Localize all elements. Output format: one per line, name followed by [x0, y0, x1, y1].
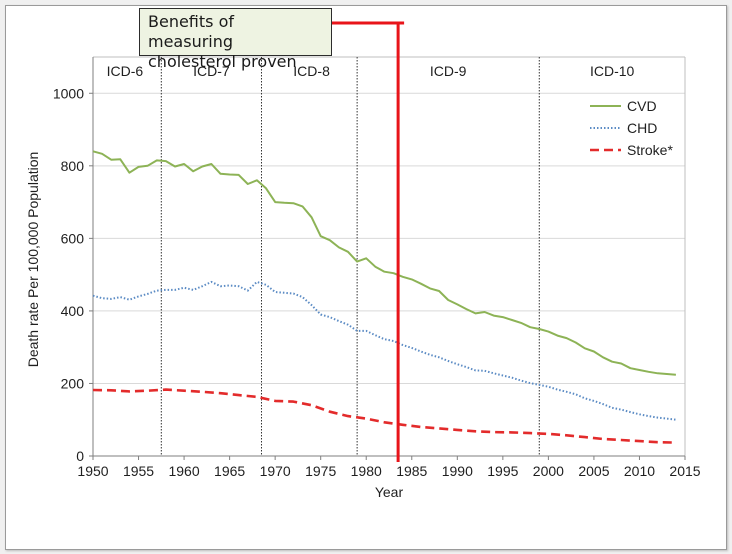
x-tick-label: 2015 [669, 463, 700, 479]
x-tick-label: 1985 [396, 463, 427, 479]
y-tick-label: 1000 [53, 85, 84, 101]
x-axis-title: Year [375, 484, 404, 500]
y-tick-label: 800 [61, 158, 85, 174]
legend-label: CHD [627, 120, 657, 136]
y-tick-label: 200 [61, 375, 85, 391]
y-tick-label: 400 [61, 303, 85, 319]
x-tick-label: 1965 [214, 463, 245, 479]
icd-label: ICD-6 [107, 63, 144, 79]
icd-label: ICD-7 [193, 63, 230, 79]
x-tick-label: 1990 [442, 463, 473, 479]
x-tick-label: 2010 [624, 463, 655, 479]
annotation-callout: Benefits of measuring cholesterol proven [139, 8, 332, 71]
series-line-stroke [92, 388, 676, 444]
x-tick-label: 2000 [533, 463, 564, 479]
icd-label: ICD-9 [430, 63, 467, 79]
annotation-line [332, 21, 400, 462]
x-tick-label: 1975 [305, 463, 336, 479]
x-tick-label: 2005 [578, 463, 609, 479]
y-axis-title: Death rate Per 100,000 Population [25, 152, 41, 368]
x-tick-label: 1995 [487, 463, 518, 479]
x-tick-label: 1955 [123, 463, 154, 479]
legend-label: CVD [627, 98, 657, 114]
x-tick-label: 1960 [168, 463, 199, 479]
y-tick-label: 600 [61, 230, 85, 246]
series-line-chd [92, 280, 677, 421]
y-tick-label: 0 [76, 448, 84, 464]
x-tick-label: 1970 [260, 463, 291, 479]
icd-label: ICD-10 [590, 63, 635, 79]
legend-label: Stroke* [627, 142, 673, 158]
x-tick-label: 1980 [351, 463, 382, 479]
series-line-cvd [92, 150, 676, 376]
icd-label: ICD-8 [293, 63, 330, 79]
x-tick-label: 1950 [77, 463, 108, 479]
